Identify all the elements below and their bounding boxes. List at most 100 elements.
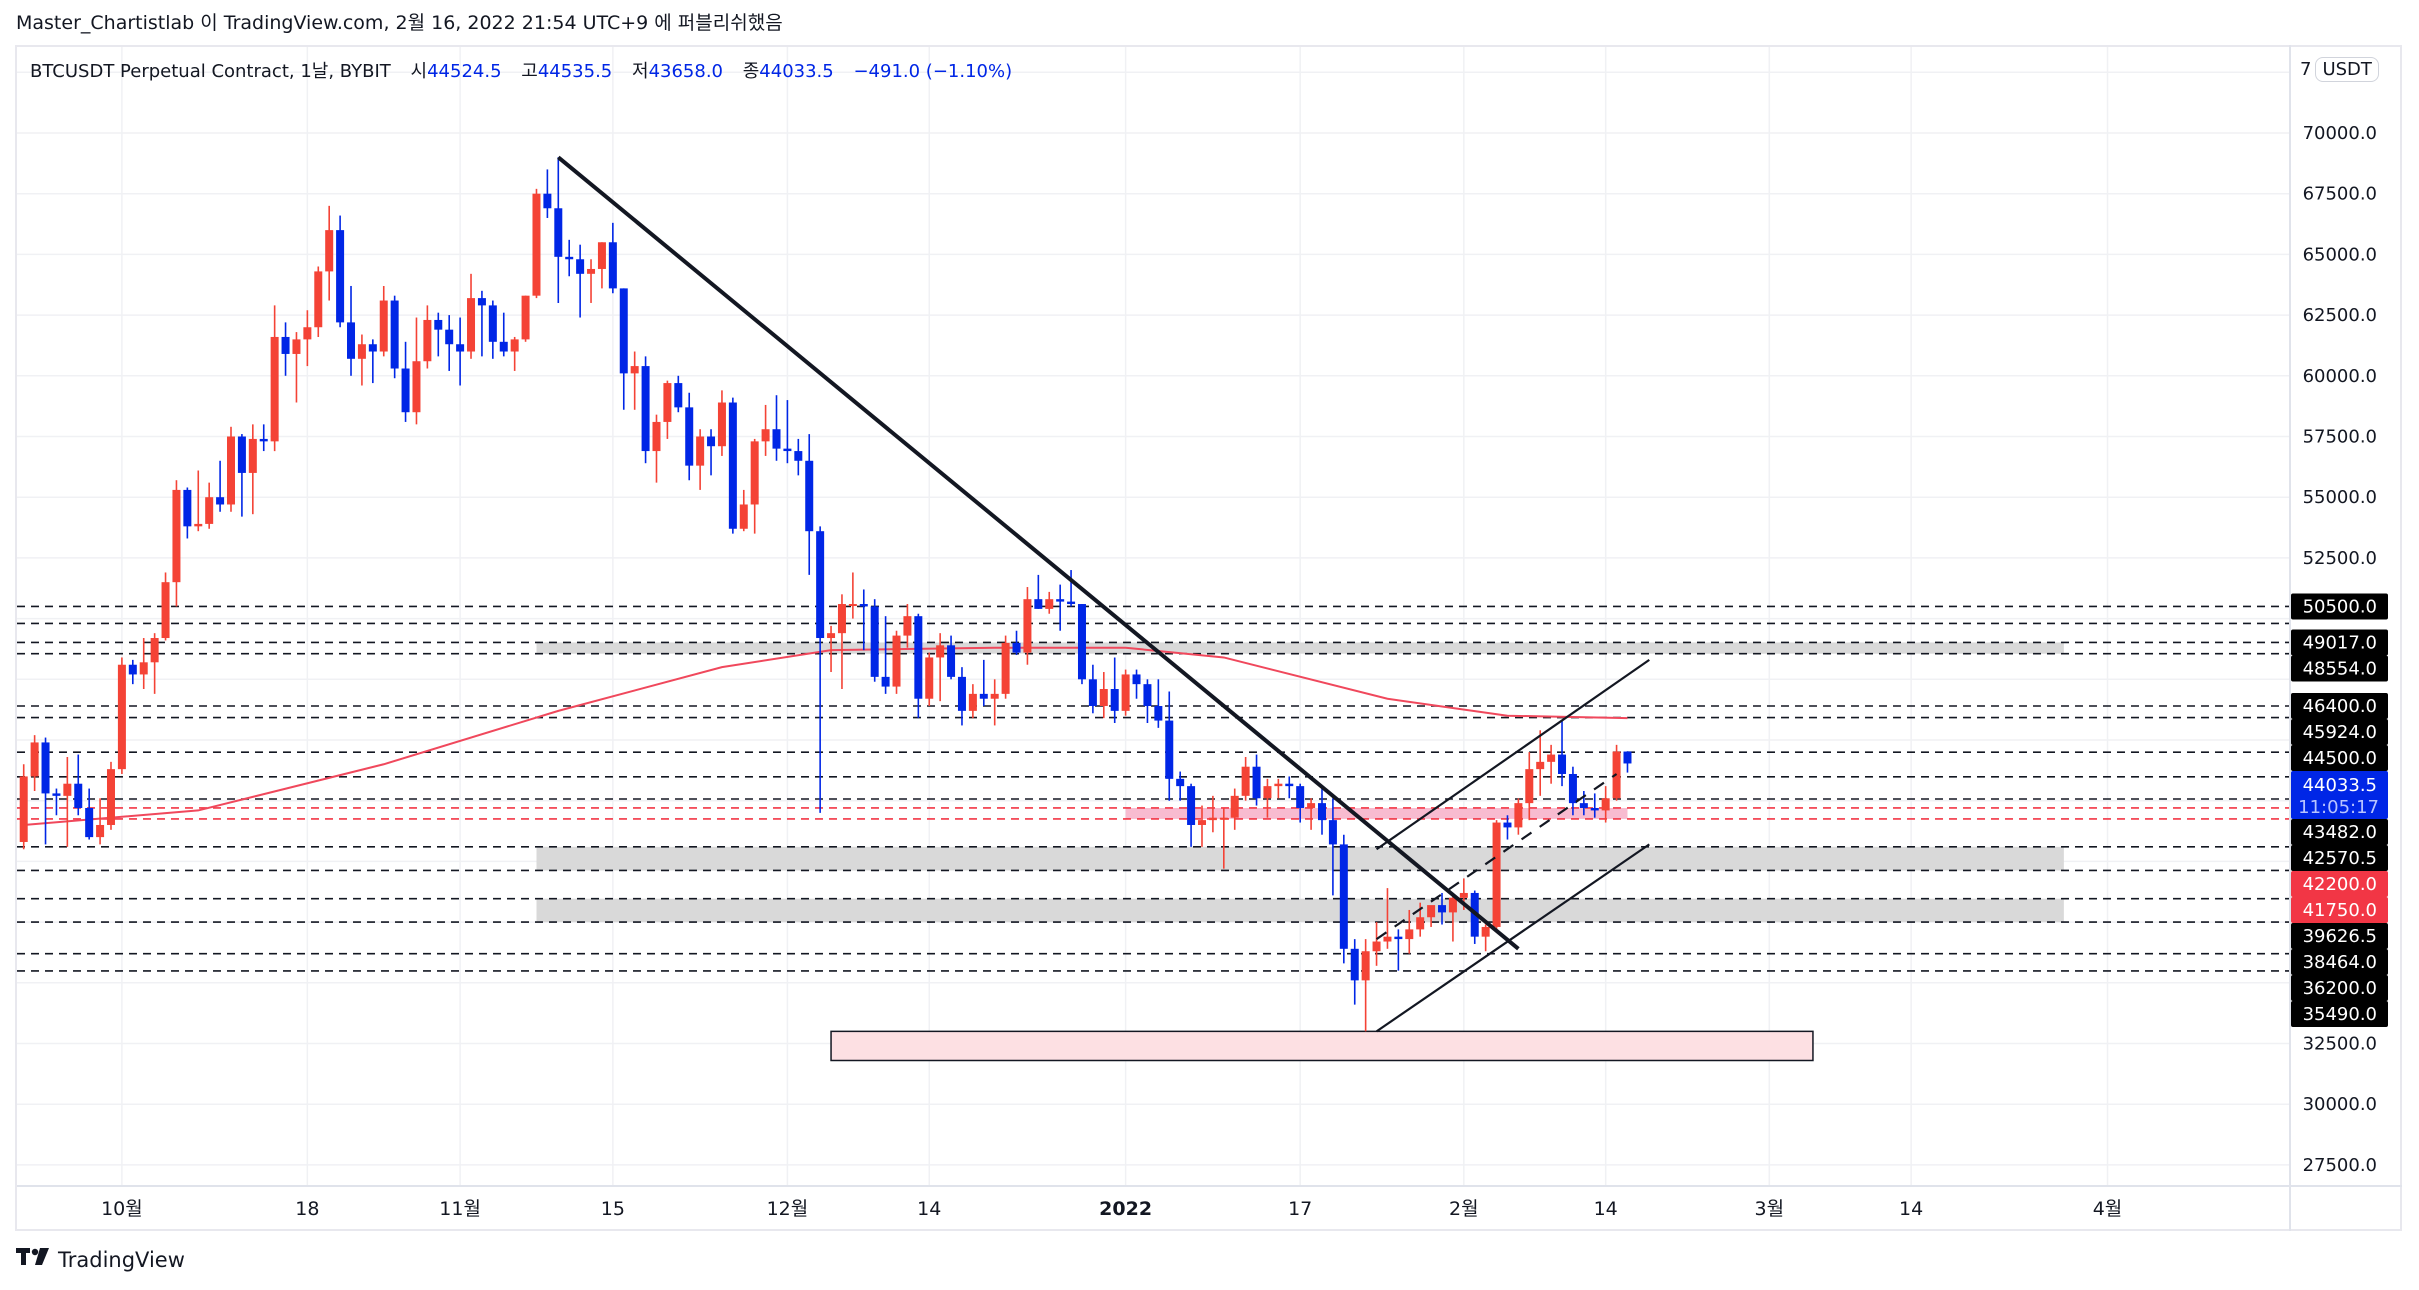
candle-body — [194, 523, 203, 527]
candle — [816, 526, 825, 813]
change-value: −491.0 (−1.10%) — [853, 61, 1013, 82]
candle-body — [1230, 795, 1239, 818]
zone-pink — [1125, 807, 1628, 819]
candle — [1339, 834, 1348, 964]
candle-body — [281, 336, 290, 354]
candle — [456, 317, 465, 386]
candle-body — [1252, 766, 1261, 799]
candle-body — [1383, 936, 1392, 942]
candle-body — [521, 295, 530, 340]
candle-body — [1034, 599, 1043, 609]
candle — [1427, 905, 1436, 927]
trendline — [1375, 843, 1650, 1033]
level-price-label: 49017.0 — [2291, 629, 2388, 656]
candle-body — [1601, 798, 1610, 811]
candle — [750, 438, 759, 534]
candle-body — [674, 383, 683, 408]
candle — [1383, 888, 1392, 949]
candle — [936, 633, 945, 702]
time-tick-label: 14 — [917, 1198, 941, 1220]
candle-body — [85, 807, 94, 838]
candle-body — [1394, 936, 1403, 940]
candle-body — [772, 429, 781, 449]
candle-body — [1438, 905, 1447, 913]
level-price-value: 38464.0 — [2303, 952, 2377, 973]
candle-body — [761, 429, 770, 442]
price-label-background — [2291, 923, 2388, 950]
candle — [652, 414, 661, 483]
candle-body — [499, 341, 508, 352]
tradingview-logo-icon — [16, 1247, 50, 1272]
candle-body — [641, 366, 650, 452]
candle — [1601, 786, 1610, 823]
candle-body — [696, 436, 705, 466]
candle-body — [816, 531, 825, 639]
currency-selector[interactable]: 7 USDT — [2300, 57, 2379, 82]
candle-body — [1241, 766, 1250, 796]
price-tick-label: 62500.0 — [2303, 305, 2377, 326]
candle — [685, 392, 694, 481]
candle — [641, 356, 650, 464]
price-label-background — [2291, 975, 2388, 1002]
time-tick-label: 10월 — [101, 1198, 143, 1220]
time-tick-label: 18 — [295, 1198, 319, 1220]
close-value: 44033.5 — [759, 61, 834, 82]
candle-body — [914, 616, 923, 699]
candle-body — [576, 259, 585, 274]
candle-body — [1579, 803, 1588, 808]
level-price-label: 43482.0 — [2291, 819, 2388, 846]
candle-body — [117, 664, 126, 770]
candle-body — [96, 824, 105, 838]
candle — [1525, 752, 1534, 821]
candle-body — [401, 368, 410, 413]
candle-body — [805, 460, 814, 532]
candle — [1099, 672, 1108, 719]
candle-body — [1547, 754, 1556, 762]
candle — [630, 351, 639, 410]
candle-body — [1448, 897, 1457, 913]
candle — [805, 434, 814, 575]
price-label-background — [2291, 771, 2388, 820]
candle — [74, 754, 83, 816]
candle-body — [597, 242, 606, 269]
candle-body — [892, 635, 901, 687]
candle-body — [739, 504, 748, 529]
moving-average-line — [23, 646, 1628, 826]
candle — [259, 424, 268, 452]
candle — [216, 460, 225, 512]
price-label-background — [2291, 897, 2388, 924]
level-price-label: 45924.0 — [2291, 719, 2388, 746]
level-price-label: 39626.5 — [2291, 923, 2388, 950]
time-tick-label: 11월 — [439, 1198, 481, 1220]
candle — [979, 659, 988, 707]
price-tick-label: 30000.0 — [2303, 1094, 2377, 1115]
candle-body — [783, 448, 792, 452]
candle-body — [368, 344, 377, 352]
candle-body — [1088, 679, 1097, 707]
symbol-title[interactable]: BTCUSDT Perpetual Contract, 1날, BYBIT — [30, 61, 391, 82]
candle-body — [1427, 905, 1436, 918]
high-label: 고 — [521, 61, 538, 82]
candle-body — [968, 693, 977, 711]
level-price-value: 39626.5 — [2303, 926, 2377, 947]
candle-body — [172, 489, 181, 583]
level-price-value: 41750.0 — [2303, 900, 2377, 921]
candle-body — [445, 329, 454, 345]
publication-info: Master_Chartistlab 이 TradingView.com, 2월… — [16, 12, 783, 34]
level-price-label: 48554.0 — [2291, 655, 2388, 682]
candle — [1197, 805, 1206, 847]
candle-body — [1187, 786, 1196, 825]
candle-body — [957, 676, 966, 711]
open-label: 시 — [410, 61, 428, 82]
candle — [1296, 783, 1305, 823]
currency-unit[interactable]: USDT — [2315, 57, 2379, 82]
candle — [1558, 720, 1567, 787]
candle — [1034, 574, 1043, 609]
candle-body — [1318, 803, 1326, 821]
candle — [183, 487, 192, 539]
candle — [1503, 815, 1512, 840]
candle-body — [237, 436, 246, 473]
candle-body — [467, 298, 476, 352]
candle-body — [881, 676, 890, 687]
